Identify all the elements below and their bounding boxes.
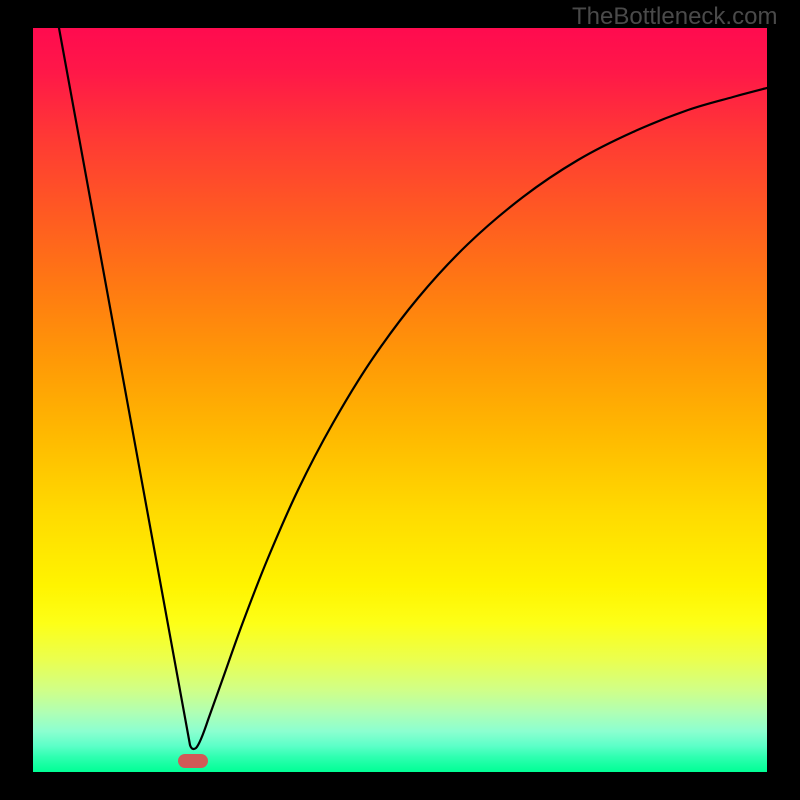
plot-area [33,28,767,772]
frame-border-right [767,0,800,800]
frame-border-bottom [0,772,800,800]
frame-border-left [0,0,33,800]
bottleneck-curve [33,28,767,772]
optimal-point-marker [178,754,208,768]
chart-stage: TheBottleneck.com [0,0,800,800]
watermark-text: TheBottleneck.com [572,3,777,31]
